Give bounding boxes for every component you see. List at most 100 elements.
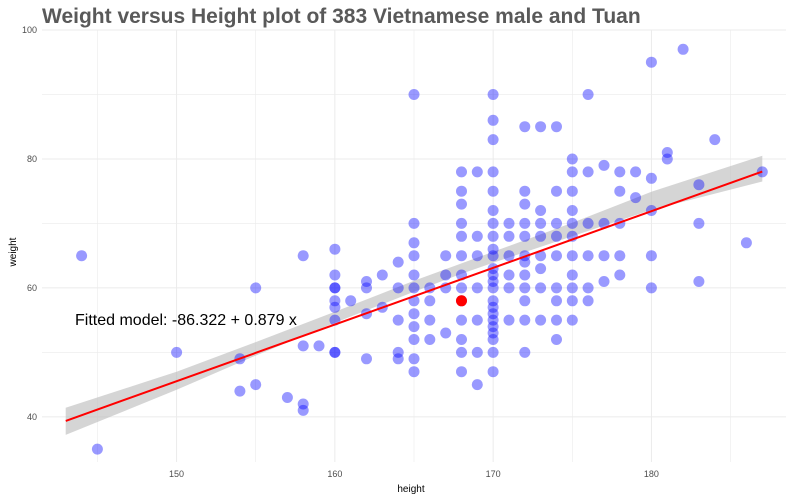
- data-point: [740, 237, 752, 249]
- x-axis-label: height: [397, 484, 424, 495]
- fit-annotation: Fitted model: -86.322 + 0.879 x: [75, 312, 297, 329]
- data-point: [487, 314, 499, 326]
- data-point: [566, 205, 578, 216]
- data-point: [487, 308, 499, 320]
- data-point: [677, 43, 689, 55]
- data-point: [551, 230, 562, 242]
- data-point: [329, 346, 341, 358]
- data-point: [361, 276, 372, 287]
- data-point: [408, 334, 420, 345]
- data-point: [424, 314, 436, 326]
- data-point: [693, 217, 705, 229]
- data-point: [487, 321, 499, 333]
- data-point: [456, 185, 467, 197]
- data-point: [519, 346, 531, 358]
- data-point: [503, 250, 515, 262]
- data-point: [503, 217, 515, 229]
- y-tick-label: 60: [27, 283, 37, 293]
- data-point: [471, 314, 483, 326]
- data-point: [487, 346, 499, 358]
- y-tick-label: 40: [27, 412, 37, 422]
- data-point: [408, 89, 420, 100]
- data-point: [456, 166, 467, 178]
- data-point: [471, 230, 483, 242]
- data-point: [487, 89, 499, 100]
- data-point: [582, 282, 594, 294]
- data-point: [297, 250, 309, 262]
- data-point: [440, 250, 452, 262]
- data-point: [487, 230, 499, 242]
- data-point: [456, 198, 467, 210]
- y-tick-label: 80: [27, 154, 37, 164]
- data-point: [535, 282, 547, 294]
- data-point: [471, 282, 483, 294]
- data-point: [535, 217, 547, 229]
- fit-line: [65, 170, 763, 422]
- data-point: [487, 276, 499, 287]
- data-point: [456, 250, 467, 262]
- data-point: [345, 295, 357, 307]
- y-tick-label: 100: [22, 25, 37, 35]
- data-point: [250, 379, 262, 391]
- data-point: [297, 340, 309, 352]
- x-tick-label: 160: [327, 469, 342, 479]
- data-point: [297, 404, 309, 416]
- data-point: [487, 243, 499, 255]
- data-point: [566, 185, 578, 197]
- data-point: [376, 269, 388, 281]
- data-point: [329, 301, 341, 313]
- data-point: [661, 147, 673, 158]
- data-point: [661, 153, 673, 165]
- data-point: [519, 282, 531, 294]
- data-point: [329, 282, 341, 294]
- data-point: [487, 301, 499, 313]
- data-point: [503, 269, 515, 281]
- data-point: [566, 295, 578, 307]
- data-point: [519, 269, 531, 281]
- highlight-point: [455, 295, 467, 307]
- data-point: [392, 282, 404, 294]
- data-point: [519, 121, 531, 133]
- data-point: [535, 250, 547, 262]
- data-point: [519, 295, 531, 307]
- data-point: [693, 179, 705, 191]
- data-point: [471, 379, 483, 391]
- data-point: [487, 114, 499, 126]
- data-point: [408, 269, 420, 281]
- data-point: [614, 185, 626, 197]
- x-tick-label: 180: [644, 469, 659, 479]
- data-point: [456, 334, 467, 345]
- data-point: [471, 166, 483, 178]
- data-point: [566, 269, 578, 281]
- data-point: [551, 185, 562, 197]
- data-point: [551, 121, 562, 133]
- data-point: [456, 366, 467, 378]
- data-point: [487, 334, 499, 345]
- data-point: [582, 250, 594, 262]
- data-point: [408, 250, 420, 262]
- data-point: [535, 230, 547, 242]
- data-point: [645, 172, 657, 184]
- data-point: [471, 250, 483, 262]
- data-point: [566, 314, 578, 326]
- data-point: [329, 243, 341, 255]
- data-point: [566, 153, 578, 165]
- data-point: [519, 256, 531, 268]
- data-point: [519, 198, 531, 210]
- data-point: [551, 314, 562, 326]
- data-point: [519, 230, 531, 242]
- data-point: [551, 282, 562, 294]
- data-point: [503, 230, 515, 242]
- data-point: [408, 308, 420, 320]
- data-point: [551, 217, 562, 229]
- data-point: [630, 192, 642, 204]
- data-point: [408, 321, 420, 333]
- data-point: [598, 250, 610, 262]
- data-point: [582, 217, 594, 229]
- data-point: [456, 230, 467, 242]
- data-point: [519, 185, 531, 197]
- data-point: [440, 269, 452, 281]
- data-point: [487, 282, 499, 294]
- data-point: [582, 166, 594, 178]
